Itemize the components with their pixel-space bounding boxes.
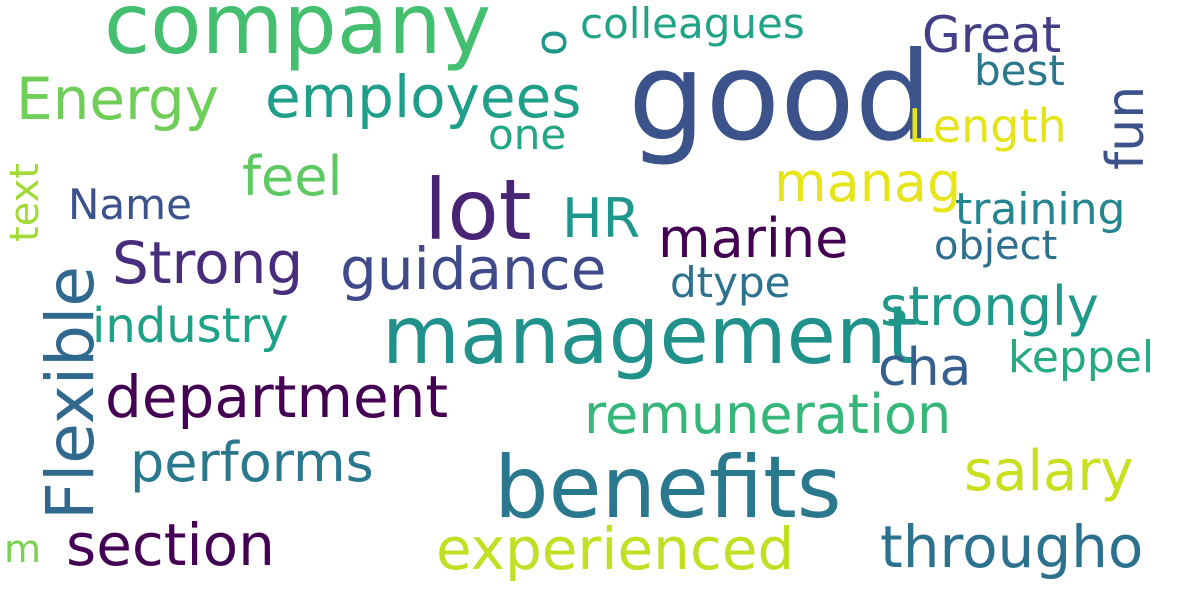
- word-o: o: [526, 29, 577, 56]
- word-one: one: [488, 110, 567, 159]
- word-training: training: [955, 184, 1126, 235]
- word-salary: salary: [964, 439, 1134, 504]
- word-best: best: [974, 46, 1065, 95]
- word-experienced: experienced: [436, 515, 795, 583]
- word-industry: industry: [92, 298, 289, 354]
- word-department: department: [105, 363, 449, 431]
- word-great: Great: [922, 6, 1062, 64]
- word-employees: employees: [265, 63, 582, 131]
- word-guidance: guidance: [340, 235, 607, 303]
- word-feel: feel: [242, 145, 343, 208]
- word-dtype: dtype: [670, 258, 791, 307]
- word-performs: performs: [130, 431, 374, 494]
- word-hr: HR: [562, 187, 641, 250]
- word-strongly: strongly: [880, 275, 1099, 338]
- word-keppel: keppel: [1008, 332, 1155, 383]
- word-benefits: benefits: [494, 438, 842, 538]
- word-management: management: [382, 289, 918, 382]
- word-colleagues: colleagues: [580, 0, 805, 48]
- word-marine: marine: [658, 207, 849, 270]
- word-good: good: [628, 26, 933, 168]
- word-object: object: [934, 223, 1058, 269]
- word-fun: fun: [1096, 85, 1156, 170]
- word-lot: lot: [424, 161, 532, 259]
- word-manag: manag: [774, 151, 962, 214]
- word-name: Name: [68, 180, 192, 229]
- word-througho: througho: [880, 513, 1144, 581]
- word-section: section: [66, 511, 275, 579]
- word-m: m: [4, 527, 42, 571]
- word-cha: cha: [878, 338, 972, 398]
- word-remuneration: remuneration: [584, 383, 952, 446]
- word-length: Length: [908, 99, 1067, 153]
- word-company: company: [104, 0, 492, 73]
- word-energy: Energy: [16, 65, 220, 133]
- word-strong: Strong: [112, 229, 304, 297]
- word-text: text: [2, 163, 48, 242]
